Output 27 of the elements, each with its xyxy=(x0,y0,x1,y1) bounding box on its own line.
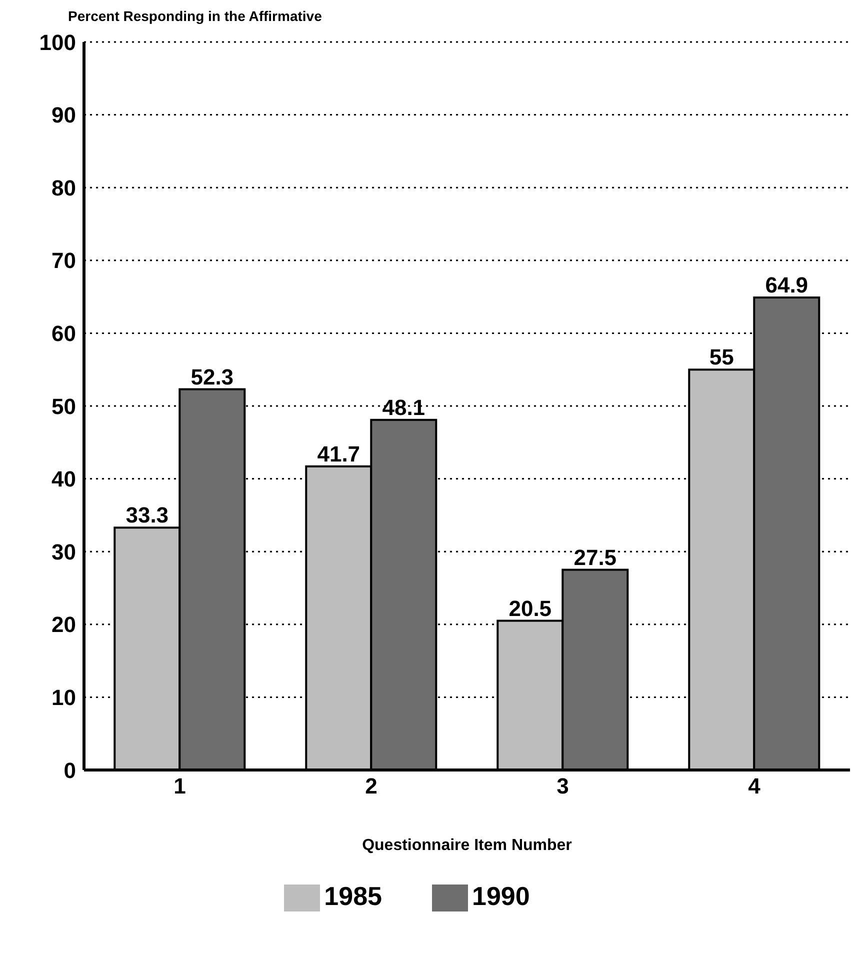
data-label: 20.5 xyxy=(508,596,552,621)
data-label: 41.7 xyxy=(317,441,360,466)
y-tick-label: 20 xyxy=(52,612,76,638)
y-tick-label: 50 xyxy=(52,394,76,419)
x-tick-label: 1 xyxy=(174,774,186,799)
y-tick-label: 30 xyxy=(52,539,76,564)
y-tick-label: 80 xyxy=(52,175,76,200)
x-tick-label: 3 xyxy=(556,774,569,799)
y-axis-title: Percent Responding in the Affirmative xyxy=(68,8,323,26)
x-tick-label: 2 xyxy=(365,774,378,799)
x-axis-title: Questionnaire Item Number xyxy=(362,837,572,854)
y-tick-label: 90 xyxy=(52,102,76,128)
y-tick-label: 0 xyxy=(64,758,76,783)
data-label: 33.3 xyxy=(126,502,169,528)
x-tick-label: 4 xyxy=(748,774,762,799)
data-label: 55 xyxy=(709,344,734,370)
data-label: 27.5 xyxy=(574,544,617,570)
y-tick-label: 40 xyxy=(52,466,76,492)
legend-label: 1985 xyxy=(324,880,382,911)
y-tick-label: 60 xyxy=(52,321,76,346)
data-label: 52.3 xyxy=(190,364,234,390)
legend-label: 1990 xyxy=(472,880,530,911)
data-label: 48.1 xyxy=(382,394,426,420)
y-tick-label: 100 xyxy=(39,30,76,55)
y-tick-label: 10 xyxy=(52,685,76,710)
data-label: 64.9 xyxy=(765,272,808,298)
y-tick-label: 70 xyxy=(52,248,76,274)
